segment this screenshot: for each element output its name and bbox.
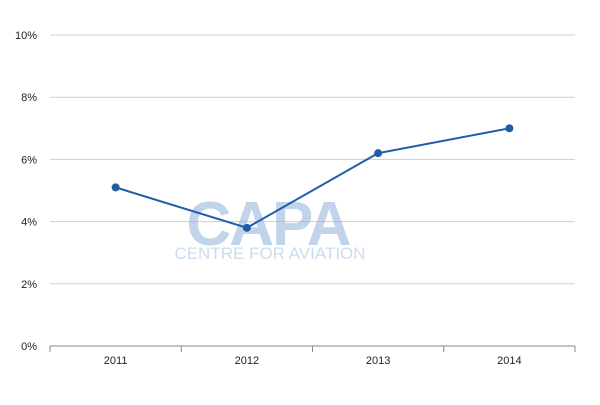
series [111,124,514,232]
data-point [111,183,120,192]
data-point [374,149,383,158]
y-tick-label: 6% [21,154,37,166]
y-tick-label: 4% [21,217,37,229]
y-tick-label: 8% [21,92,37,104]
y-tick-label: 0% [21,341,37,353]
data-point [242,223,251,232]
x-tick-label: 2012 [235,355,259,367]
data-point [505,124,514,133]
watermark-brand: CAPA [186,190,350,259]
x-tick-label: 2014 [497,355,521,367]
series-line [115,127,510,229]
gridlines [50,34,575,285]
y-tick-label: 2% [21,279,37,291]
watermark-tagline: CENTRE FOR AVIATION [174,244,365,263]
capa-watermark: CAPA CENTRE FOR AVIATION [174,190,365,263]
y-tick-label: 10% [15,30,37,42]
x-axis: 2011 2012 2013 2014 [49,345,576,367]
y-axis-tick-labels: 0% 2% 4% 6% 8% 10% [15,30,37,353]
x-tick-label: 2011 [104,355,128,367]
x-tick-label: 2013 [366,355,390,367]
